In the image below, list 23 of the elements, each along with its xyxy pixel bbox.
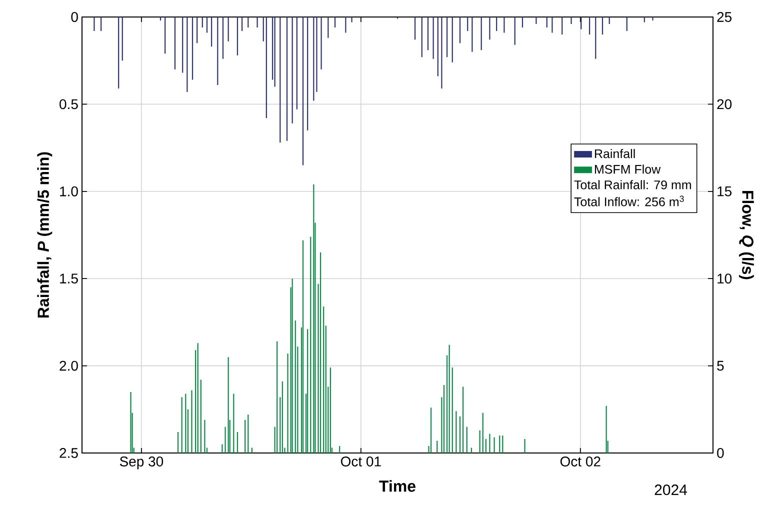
text: 2024 <box>654 484 688 496</box>
annotation: Total Rainfall: 79 mm <box>574 180 691 190</box>
y-tick-label: 1.5 <box>60 274 78 284</box>
y2-tick-label: 20 <box>717 99 732 110</box>
y-axis-title: Rainfall, P (mm/5 min) <box>37 152 52 318</box>
y-tick-label: 0 <box>71 12 78 22</box>
y-tick-label: 1.0 <box>60 186 78 196</box>
x-tick-label: Sep 30 <box>120 456 164 470</box>
y2-tick-label: 0 <box>717 448 724 458</box>
legend-label: MSFM Flow <box>594 164 661 174</box>
y-tick-label: 2.5 <box>60 448 78 458</box>
y2-tick-label: 5 <box>717 360 724 371</box>
legend-label: Rainfall <box>594 148 635 158</box>
x-tick-label: Oct 01 <box>340 456 381 466</box>
y2-tick-label: 15 <box>718 186 732 196</box>
x-tick-label: Oct 02 <box>560 456 600 466</box>
y2-tick-label: 25 <box>717 12 732 22</box>
y2-axis-title: Flow, Q (l/s) <box>738 191 754 280</box>
x-axis-title: Time <box>379 480 416 492</box>
y-tick-label: 0.5 <box>60 99 78 110</box>
y2-tick-label: 10 <box>718 274 732 284</box>
y-tick-label: 2.0 <box>60 360 78 371</box>
annotation: Total Inflow: 256 m$^{3}$ <box>574 196 684 206</box>
